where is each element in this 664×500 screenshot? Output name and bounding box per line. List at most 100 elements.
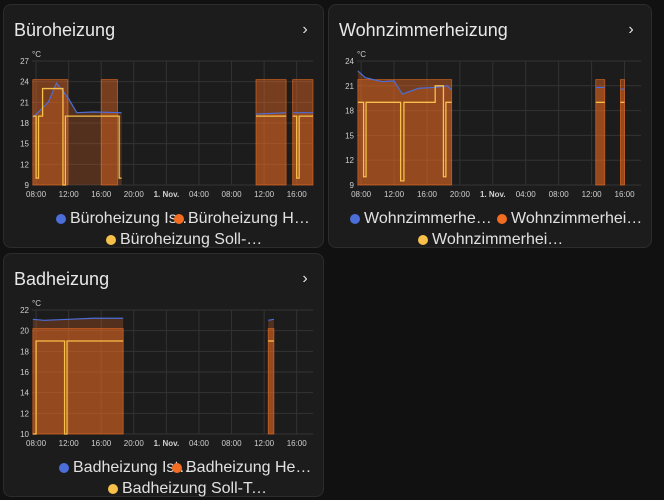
x-tick-label: 16:00 xyxy=(615,190,636,199)
ist-area xyxy=(292,112,313,185)
x-tick-label: 04:00 xyxy=(189,439,210,448)
heizbetrieb-area xyxy=(32,328,124,435)
x-tick-label: 1. Nov. xyxy=(154,190,180,199)
legend-dot-heiz xyxy=(174,214,184,224)
card-title: Büroheizung xyxy=(14,20,116,40)
heizbetrieb-area xyxy=(595,79,606,186)
soll-temperature-line xyxy=(32,340,124,435)
y-tick-label: 24 xyxy=(20,78,29,87)
x-tick-label: 08:00 xyxy=(549,190,570,199)
ist-temperature-line xyxy=(255,112,287,115)
heizbetrieb-area xyxy=(100,79,118,186)
x-tick-label: 16:00 xyxy=(417,190,438,199)
y-tick-label: 18 xyxy=(20,119,29,128)
card-badheizung: Badheizung › °C 22 20 18 16 14 12 10 08:00 12:00… xyxy=(3,253,324,497)
x-tick-label: 04:00 xyxy=(516,190,537,199)
x-tick-label: 16:00 xyxy=(91,190,112,199)
y-tick-label: 18 xyxy=(20,347,29,356)
soll-temperature-line xyxy=(357,85,452,182)
x-tick-label: 12:00 xyxy=(582,190,603,199)
heizbetrieb-area xyxy=(357,79,453,186)
y-tick-label: 18 xyxy=(345,107,354,116)
x-tick-label: 20:00 xyxy=(124,190,145,199)
heizbetrieb-area xyxy=(620,79,625,186)
soll-temperature-line xyxy=(292,115,313,179)
ist-temperature-line xyxy=(32,81,122,118)
y-tick-label: 24 xyxy=(345,57,354,66)
legend-dot-soll xyxy=(108,484,118,494)
y-tick-label: 12 xyxy=(20,409,29,418)
legend-dot-soll xyxy=(418,235,428,245)
ist-area xyxy=(32,318,124,434)
y-tick-label: 27 xyxy=(20,57,29,66)
y-tick-label: 22 xyxy=(20,306,29,315)
x-tick-label: 12:00 xyxy=(59,439,80,448)
legend-soll[interactable]: Wohnzimmerheizung Soll-Tempera... xyxy=(418,231,568,249)
ist-area xyxy=(32,83,122,185)
ist-temperature-line xyxy=(268,318,275,321)
card-bueroheizung: Büroheizung › °C 27 24 21 18 15 12 9 08:00 12:00… xyxy=(3,4,324,248)
chevron-right-icon[interactable]: › xyxy=(302,21,308,38)
y-tick-label: 14 xyxy=(20,389,29,398)
x-tick-label: 04:00 xyxy=(189,190,210,199)
legend-soll[interactable]: Büroheizung Soll-Temperatur xyxy=(106,231,266,249)
card-title: Wohnzimmerheizung xyxy=(339,20,508,40)
soll-temperature-line xyxy=(32,87,122,186)
legend-dot-heiz xyxy=(172,463,182,473)
card-title: Badheizung xyxy=(14,269,110,289)
ist-area xyxy=(268,319,274,434)
y-tick-label: 21 xyxy=(20,98,29,107)
x-tick-label: 12:00 xyxy=(59,190,80,199)
x-tick-label: 20:00 xyxy=(124,439,145,448)
legend-dot-ist xyxy=(350,214,360,224)
legend-dot-heiz xyxy=(497,214,507,224)
legend-dot-ist xyxy=(56,214,66,224)
y-tick-label: 12 xyxy=(20,160,29,169)
legend-ist[interactable]: Büroheizung Ist-Temperatur xyxy=(56,210,196,228)
x-tick-label: 08:00 xyxy=(26,190,47,199)
x-tick-label: 12:00 xyxy=(254,439,275,448)
y-tick-label: 21 xyxy=(345,82,354,91)
x-tick-label: 20:00 xyxy=(450,190,471,199)
x-tick-label: 1. Nov. xyxy=(154,439,180,448)
heizbetrieb-area xyxy=(267,328,275,435)
legend-soll[interactable]: Badheizung Soll-Temperatur xyxy=(108,480,268,498)
x-tick-label: 08:00 xyxy=(222,439,243,448)
y-tick-label: 9 xyxy=(350,181,355,190)
legend-heiz[interactable]: Büroheizung Heizbetrieb xyxy=(174,210,314,228)
heizbetrieb-area xyxy=(292,79,314,186)
legend-dot-soll xyxy=(106,235,116,245)
chevron-right-icon[interactable]: › xyxy=(628,21,634,38)
y-tick-label: 12 xyxy=(345,156,354,165)
ist-area xyxy=(357,70,452,185)
legend-heiz[interactable]: Wohnzimmerheizung Heizbetrieb xyxy=(497,210,647,228)
legend-ist[interactable]: Wohnzimmerheizung Ist-Temperatur xyxy=(350,210,495,228)
x-tick-label: 12:00 xyxy=(254,190,275,199)
x-tick-label: 12:00 xyxy=(384,190,405,199)
x-tick-label: 16:00 xyxy=(91,439,112,448)
y-unit-label: °C xyxy=(32,50,41,59)
chevron-right-icon[interactable]: › xyxy=(302,270,308,287)
x-tick-label: 16:00 xyxy=(287,439,308,448)
y-unit-label: °C xyxy=(357,50,366,59)
legend-ist[interactable]: Badheizung Ist-Temperatur xyxy=(59,459,199,477)
ist-temperature-line xyxy=(32,317,124,321)
y-tick-label: 15 xyxy=(345,131,354,140)
y-tick-label: 9 xyxy=(25,181,30,190)
x-tick-label: 08:00 xyxy=(351,190,372,199)
ist-area xyxy=(620,89,625,185)
ist-area xyxy=(595,87,605,185)
card-wohnzimmerheizung: Wohnzimmerheizung › °C 24 21 18 15 12 9 08:00 1… xyxy=(328,4,652,248)
y-unit-label: °C xyxy=(32,299,41,308)
y-tick-label: 16 xyxy=(20,368,29,377)
x-tick-label: 16:00 xyxy=(287,190,308,199)
x-tick-label: 1. Nov. xyxy=(480,190,506,199)
y-tick-label: 10 xyxy=(20,430,29,439)
heizbetrieb-area xyxy=(255,79,287,186)
y-tick-label: 20 xyxy=(20,327,29,336)
legend-heiz[interactable]: Badheizung Heizbetrieb xyxy=(172,459,312,477)
x-tick-label: 08:00 xyxy=(26,439,47,448)
